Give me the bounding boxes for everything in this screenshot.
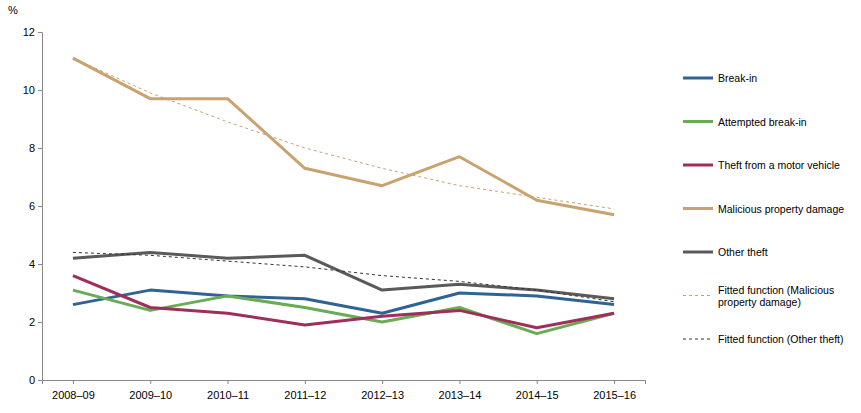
x-tick-label: 2013–14 xyxy=(439,389,482,401)
y-tick-mark xyxy=(38,90,42,91)
legend: Break-in Attempted break-in Theft from a m… xyxy=(683,72,844,345)
series-line xyxy=(73,58,614,209)
legend-label: Fitted function (Other theft) xyxy=(718,333,843,345)
y-tick-mark xyxy=(38,322,42,323)
y-tick: 4 xyxy=(29,258,42,270)
x-tick: 2011–12 xyxy=(284,380,326,401)
y-tick: 10 xyxy=(23,84,42,96)
legend-swatch xyxy=(683,251,713,254)
x-tick-label: 2015–16 xyxy=(593,389,636,401)
legend-swatch xyxy=(683,77,713,80)
legend-label: Other theft xyxy=(718,246,768,258)
x-tick-label: 2009–10 xyxy=(129,389,172,401)
y-tick-label: 10 xyxy=(23,84,35,96)
x-tick-mark xyxy=(382,380,383,384)
x-tick: 2008–09 xyxy=(52,380,95,401)
legend-label: Attempted break-in xyxy=(718,116,807,128)
y-tick-mark xyxy=(38,380,42,381)
y-tick: 8 xyxy=(29,142,42,154)
y-axis-title: % xyxy=(8,4,18,16)
x-tick-mark xyxy=(73,380,74,384)
y-tick-mark xyxy=(38,148,42,149)
legend-swatch xyxy=(683,295,713,296)
x-axis: 2008–09 2009–10 2010–11 2011–12 2012–13 2013–… xyxy=(43,380,646,401)
y-tick: 12 xyxy=(23,26,42,38)
chart: 0 2 4 6 8 10 12 2008–09 2009–10 2010–11 2011–12 201… xyxy=(0,0,861,413)
x-tick-label: 2011–12 xyxy=(284,389,326,401)
x-tick: 2013–14 xyxy=(439,380,482,401)
x-tick-mark xyxy=(305,380,306,384)
legend-label: Fitted function (Maliciousproperty damag… xyxy=(718,284,834,309)
series-line xyxy=(73,252,614,301)
y-axis: 0 2 4 6 8 10 12 xyxy=(23,26,43,386)
legend-label: Theft from a motor vehicle xyxy=(718,159,840,171)
x-axis-line xyxy=(43,381,646,385)
legend-swatch xyxy=(683,120,713,123)
x-tick-mark xyxy=(228,380,229,384)
legend-swatch xyxy=(683,339,713,340)
y-tick: 6 xyxy=(29,200,42,212)
plot-area xyxy=(73,58,614,334)
series-line xyxy=(73,276,614,328)
y-tick: 2 xyxy=(29,316,42,328)
x-tick-label: 2010–11 xyxy=(207,389,249,401)
y-tick-label: 2 xyxy=(29,316,35,328)
x-tick: 2015–16 xyxy=(593,380,636,401)
y-tick-mark xyxy=(38,32,42,33)
y-tick-label: 12 xyxy=(23,26,35,38)
y-tick-mark xyxy=(38,264,42,265)
x-tick-label: 2014–15 xyxy=(516,389,559,401)
x-tick-mark xyxy=(537,380,538,384)
x-tick-label: 2012–13 xyxy=(361,389,404,401)
series-line xyxy=(73,58,614,215)
y-tick: 0 xyxy=(29,374,42,386)
x-tick: 2010–11 xyxy=(207,380,249,401)
x-tick-mark xyxy=(459,380,460,384)
y-tick-label: 4 xyxy=(29,258,35,270)
y-tick-label: 0 xyxy=(29,374,35,386)
legend-swatch xyxy=(683,207,713,210)
x-tick: 2014–15 xyxy=(516,380,559,401)
legend-label: Break-in xyxy=(718,72,757,84)
x-tick-mark xyxy=(614,380,615,384)
x-tick: 2012–13 xyxy=(361,380,404,401)
legend-label: Malicious property damage xyxy=(718,203,844,215)
y-tick-label: 6 xyxy=(29,200,35,212)
x-tick: 2009–10 xyxy=(129,380,172,401)
y-axis-line xyxy=(38,33,43,381)
y-tick-label: 8 xyxy=(29,142,35,154)
x-tick-label: 2008–09 xyxy=(52,389,95,401)
series-line xyxy=(73,252,614,298)
x-tick-mark xyxy=(150,380,151,384)
y-tick-mark xyxy=(38,206,42,207)
legend-swatch xyxy=(683,164,713,167)
